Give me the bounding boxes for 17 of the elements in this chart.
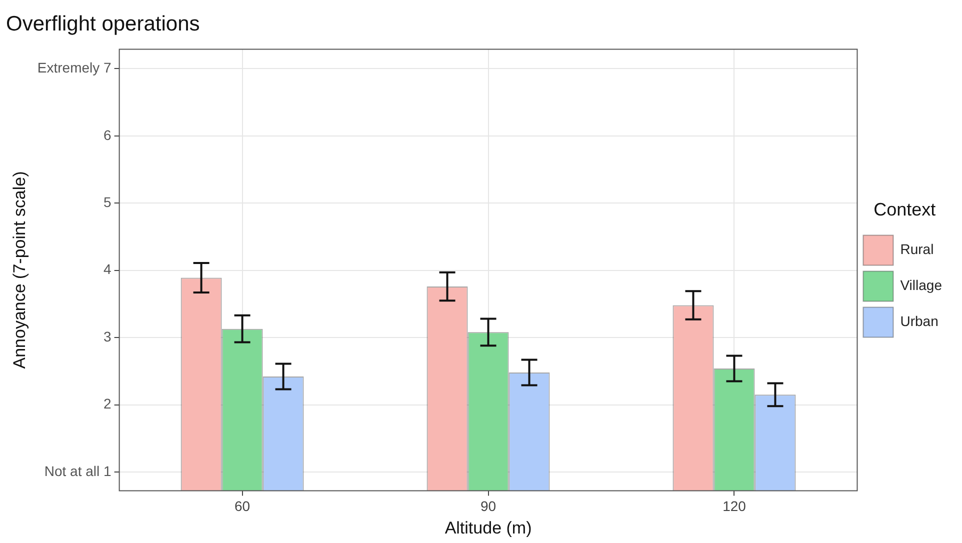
- y-tick-label: Not at all 1: [44, 462, 112, 479]
- y-tick-label: Extremely 7: [37, 60, 112, 76]
- y-axis-title: Annoyance (7-point scale): [10, 171, 29, 369]
- legend-title: Context: [874, 200, 936, 220]
- legend-label: Village: [900, 277, 942, 294]
- legend-label: Urban: [900, 313, 938, 330]
- x-axis-title: Altitude (m): [444, 518, 532, 538]
- y-tick-label: 4: [104, 261, 112, 278]
- y-tick-label: 5: [104, 194, 112, 210]
- chart-title: Overflight operations: [6, 12, 200, 36]
- x-tick-label: 120: [722, 498, 746, 514]
- y-tick-label: 6: [104, 126, 112, 143]
- x-tick-label: 90: [480, 498, 496, 514]
- legend-label: Rural: [900, 241, 934, 258]
- y-tick-label: 2: [104, 396, 112, 412]
- x-tick-label: 60: [234, 498, 250, 514]
- y-tick-label: 3: [104, 328, 112, 344]
